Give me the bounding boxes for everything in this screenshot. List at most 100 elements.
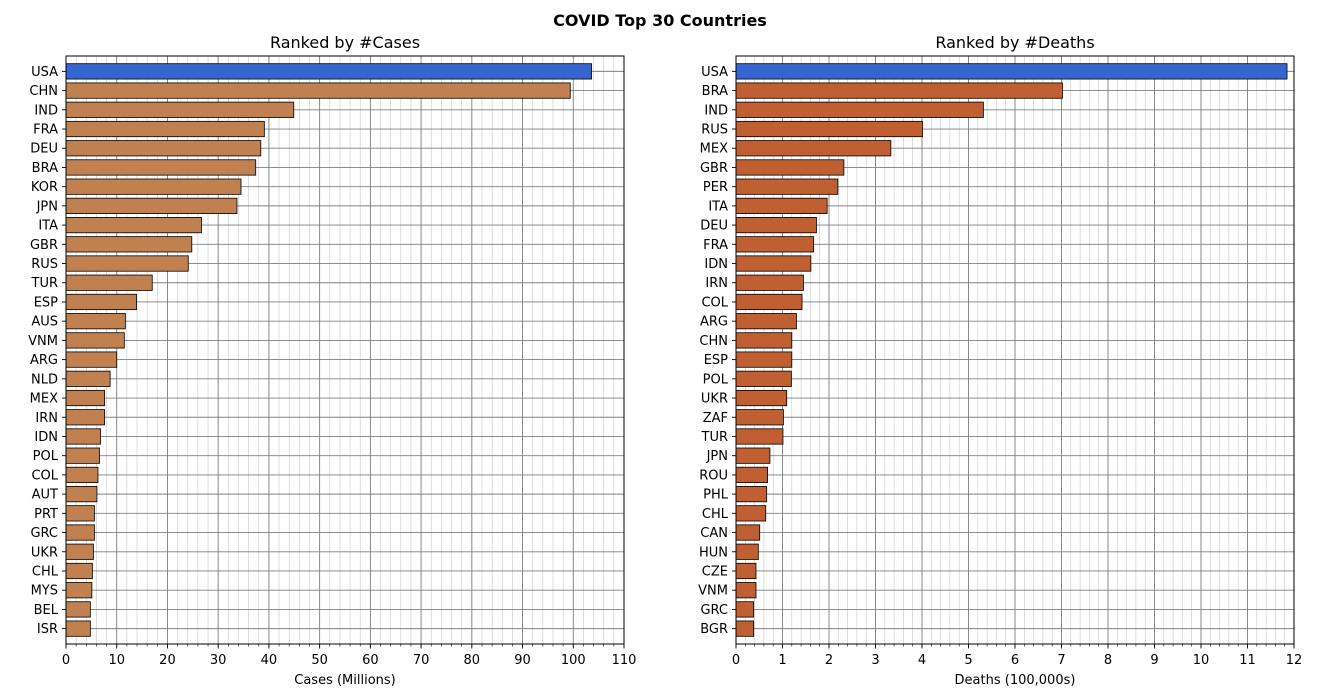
y-tick-label: CHL xyxy=(32,564,59,579)
y-tick-label: MEX xyxy=(30,392,58,407)
bar-pol xyxy=(735,370,792,387)
y-tick-label: GBR xyxy=(700,161,728,176)
y-tick-label: VNM xyxy=(28,334,58,349)
y-tick-label: MEX xyxy=(700,142,728,157)
y-tick-label: GRC xyxy=(30,526,58,541)
bar-irn xyxy=(735,274,804,291)
x-tick-label: 60 xyxy=(362,653,379,668)
x-tick-label: 8 xyxy=(1104,653,1112,668)
y-tick-label: CAN xyxy=(700,526,728,541)
y-tick-label: JPN xyxy=(706,449,728,464)
chart-title: Ranked by #Deaths xyxy=(935,33,1094,52)
x-tick-label: 110 xyxy=(612,653,637,668)
x-tick-labels: 0 1 2 3 4 5 6 7 8 9 10 11 12 xyxy=(732,644,1302,668)
y-tick-label: AUS xyxy=(31,315,58,330)
bar-mex xyxy=(735,140,892,157)
chart-title: Ranked by #Cases xyxy=(270,33,420,52)
bar-bra xyxy=(735,82,1063,99)
y-tick-labels: USA BRA IND RUS MEX GBR PER ITA DEU FRA IDN IRN COL A… xyxy=(698,65,736,637)
bar-vnm xyxy=(735,582,757,599)
bars xyxy=(735,63,1288,637)
y-tick-label: ESP xyxy=(704,353,728,368)
x-tick-label: 70 xyxy=(413,653,430,668)
bar-rou xyxy=(735,466,769,483)
x-tick-label: 10 xyxy=(1193,653,1210,668)
y-tick-label: FRA xyxy=(33,123,58,138)
y-tick-labels: USA CHN IND FRA DEU BRA KOR JPN ITA GBR RUS TUR ESP A… xyxy=(28,65,66,637)
bar-esp xyxy=(735,351,793,368)
bar-idn xyxy=(735,255,812,272)
y-tick-label: JPN xyxy=(36,199,58,214)
x-tick-label: 30 xyxy=(210,653,227,668)
y-tick-label: UKR xyxy=(701,392,728,407)
y-tick-label: PHL xyxy=(703,488,729,503)
x-tick-label: 7 xyxy=(1057,653,1065,668)
y-tick-label: BRA xyxy=(32,161,58,176)
y-tick-label: PRT xyxy=(34,507,58,522)
y-tick-label: IDN xyxy=(34,430,58,445)
y-tick-label: PER xyxy=(703,180,728,195)
x-tick-label: 50 xyxy=(311,653,328,668)
y-tick-label: BEL xyxy=(34,603,59,618)
x-tick-label: 4 xyxy=(918,653,926,668)
x-tick-label: 9 xyxy=(1150,653,1158,668)
bar-usa xyxy=(735,63,1288,80)
x-tick-label: 2 xyxy=(825,653,833,668)
figure-title: COVID Top 30 Countries xyxy=(553,11,767,30)
x-tick-labels: 0 10 20 30 40 50 60 70 80 90 100 110 xyxy=(62,644,637,668)
bar-phl xyxy=(735,486,768,503)
y-tick-label: FRA xyxy=(703,238,728,253)
y-tick-label: IDN xyxy=(704,257,728,272)
x-tick-label: 10 xyxy=(108,653,125,668)
bar-gbr xyxy=(735,159,845,176)
y-tick-label: NLD xyxy=(31,372,58,387)
y-tick-label: TUR xyxy=(31,276,59,291)
y-tick-label: ESP xyxy=(34,295,58,310)
y-tick-label: DEU xyxy=(700,219,728,234)
bar-arg xyxy=(735,313,797,330)
y-tick-label: KOR xyxy=(31,180,58,195)
y-tick-label: MYS xyxy=(31,584,58,599)
y-tick-label: ITA xyxy=(708,199,728,214)
bar-ukr xyxy=(735,389,788,407)
y-tick-label: UKR xyxy=(31,545,58,560)
y-tick-label: COL xyxy=(31,468,58,483)
bar-rus xyxy=(735,120,923,138)
bar-col xyxy=(735,293,803,311)
y-tick-label: CHN xyxy=(29,84,58,99)
y-tick-label: GBR xyxy=(30,238,58,253)
bar-tur xyxy=(735,428,784,445)
bar-chn xyxy=(735,332,793,349)
y-tick-label: ZAF xyxy=(703,411,728,426)
bars xyxy=(65,63,592,637)
y-tick-label: IND xyxy=(704,103,728,118)
bar-ind xyxy=(735,101,984,118)
y-tick-label: TUR xyxy=(701,430,729,445)
bar-jpn xyxy=(735,447,771,464)
y-tick-label: CZE xyxy=(702,564,728,579)
y-tick-label: USA xyxy=(31,65,58,80)
bar-per xyxy=(735,178,839,195)
y-tick-label: IRN xyxy=(705,276,728,291)
axes-frame xyxy=(65,55,625,645)
bar-zaf xyxy=(735,409,784,426)
bar-hun xyxy=(735,543,759,560)
bar-ita xyxy=(735,197,828,214)
y-tick-label: ARG xyxy=(700,315,728,330)
x-tick-label: 6 xyxy=(1011,653,1019,668)
row-gridlines xyxy=(66,70,624,630)
y-tick-label: HUN xyxy=(699,545,728,560)
y-tick-label: BGR xyxy=(700,622,728,637)
x-axis-label: Deaths (100,000s) xyxy=(955,673,1076,688)
y-tick-label: IRN xyxy=(35,411,58,426)
y-tick-label: ROU xyxy=(699,468,728,483)
bar-bgr xyxy=(735,620,755,637)
y-tick-label: ITA xyxy=(38,219,58,234)
y-tick-label: VNM xyxy=(698,584,728,599)
x-tick-label: 20 xyxy=(159,653,176,668)
y-tick-label: DEU xyxy=(30,142,58,157)
x-axis-label: Cases (Millions) xyxy=(294,673,396,688)
y-tick-label: ISR xyxy=(37,622,58,637)
